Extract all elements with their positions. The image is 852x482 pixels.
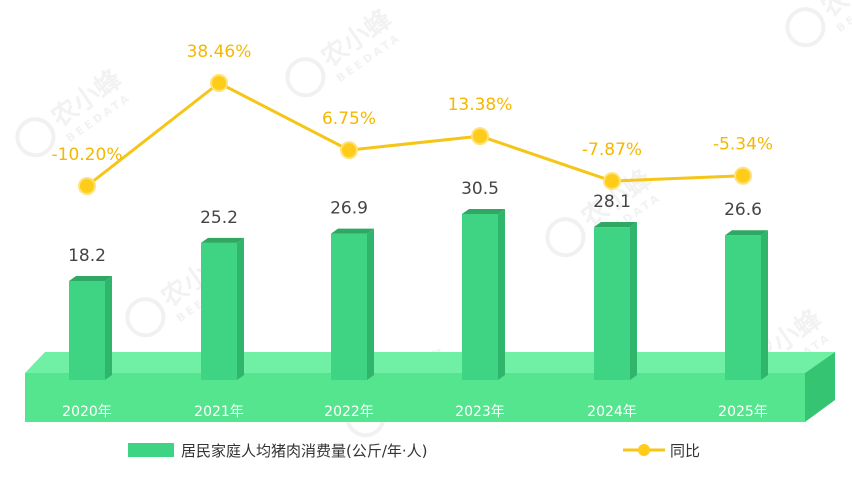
bar-top	[462, 209, 505, 214]
x-axis-tick-labels: 2020年 2021年 2022年 2023年 2024年 2025年	[62, 404, 768, 420]
legend-line-marker	[638, 444, 650, 456]
yoy-point	[340, 141, 358, 160]
bar-top	[725, 230, 768, 236]
bar	[201, 237, 244, 380]
bar-side	[630, 222, 637, 380]
bar	[725, 230, 768, 380]
x-tick-label: 2025年	[718, 404, 768, 420]
x-tick-label: 2024年	[587, 404, 637, 420]
bar	[69, 275, 112, 380]
yoy-value-label: -7.87%	[582, 140, 642, 160]
x-tick-label: 2022年	[324, 404, 374, 420]
bar-front	[462, 214, 498, 380]
yoy-value-label: -10.20%	[52, 145, 123, 165]
platform-front	[25, 373, 805, 422]
bar-top	[331, 228, 374, 234]
watermark-bee-icon	[15, 117, 56, 158]
bar-side	[105, 275, 112, 380]
bar-front	[725, 235, 761, 380]
x-tick-label: 2023年	[455, 404, 505, 420]
yoy-point	[471, 127, 489, 146]
x-tick-label: 2020年	[62, 404, 112, 420]
yoy-line	[86, 81, 744, 188]
bar-value-label: 26.6	[724, 200, 762, 220]
watermark-bee-icon	[785, 7, 826, 48]
legend-bar-swatch	[128, 443, 174, 457]
bar-top	[201, 237, 244, 243]
bar-side	[237, 237, 244, 380]
bar-front	[331, 233, 367, 380]
yoy-value-label: 13.38%	[448, 95, 513, 115]
bar-top	[69, 275, 112, 281]
platform-top	[25, 352, 835, 373]
bar	[594, 222, 637, 380]
yoy-point	[734, 166, 752, 185]
watermark-bee-icon	[285, 57, 326, 98]
bar-front	[594, 227, 630, 380]
watermark-bee-icon	[545, 217, 586, 258]
bar-value-label: 18.2	[68, 246, 106, 266]
legend-bar-label: 居民家庭人均猪肉消费量(公斤/年·人)	[181, 442, 428, 460]
yoy-value-label: 38.46%	[187, 42, 252, 62]
yoy-value-label: 6.75%	[322, 109, 376, 129]
platform-side	[805, 352, 835, 422]
bar-value-label: 30.5	[461, 179, 499, 199]
yoy-point	[603, 172, 621, 191]
yoy-line-series: -10.20% 38.46% 6.75% 13.38% -7.87% -5.34%	[52, 42, 773, 195]
bar-top	[594, 222, 637, 228]
x-tick-label: 2021年	[194, 404, 244, 420]
legend-line-label: 同比	[670, 442, 700, 460]
yoy-value-label: -5.34%	[713, 135, 773, 155]
bar-value-label: 25.2	[200, 208, 238, 228]
platform	[25, 352, 835, 422]
bar-value-label: 26.9	[330, 199, 368, 219]
bar-front	[201, 242, 237, 380]
bar-side	[498, 209, 505, 380]
bar-value-label: 28.1	[593, 192, 631, 212]
bar	[462, 209, 505, 380]
yoy-point	[210, 74, 228, 92]
watermark-bee-icon	[125, 297, 166, 338]
bar-front	[69, 280, 105, 380]
yoy-point	[78, 177, 96, 195]
bar-series: 18.2 25.2 26.9 30.5 28.1 26.6	[68, 179, 768, 380]
bar-side	[367, 228, 374, 380]
bar-side	[761, 230, 768, 380]
bar	[331, 228, 374, 380]
legend: 居民家庭人均猪肉消费量(公斤/年·人) 同比	[128, 442, 700, 460]
